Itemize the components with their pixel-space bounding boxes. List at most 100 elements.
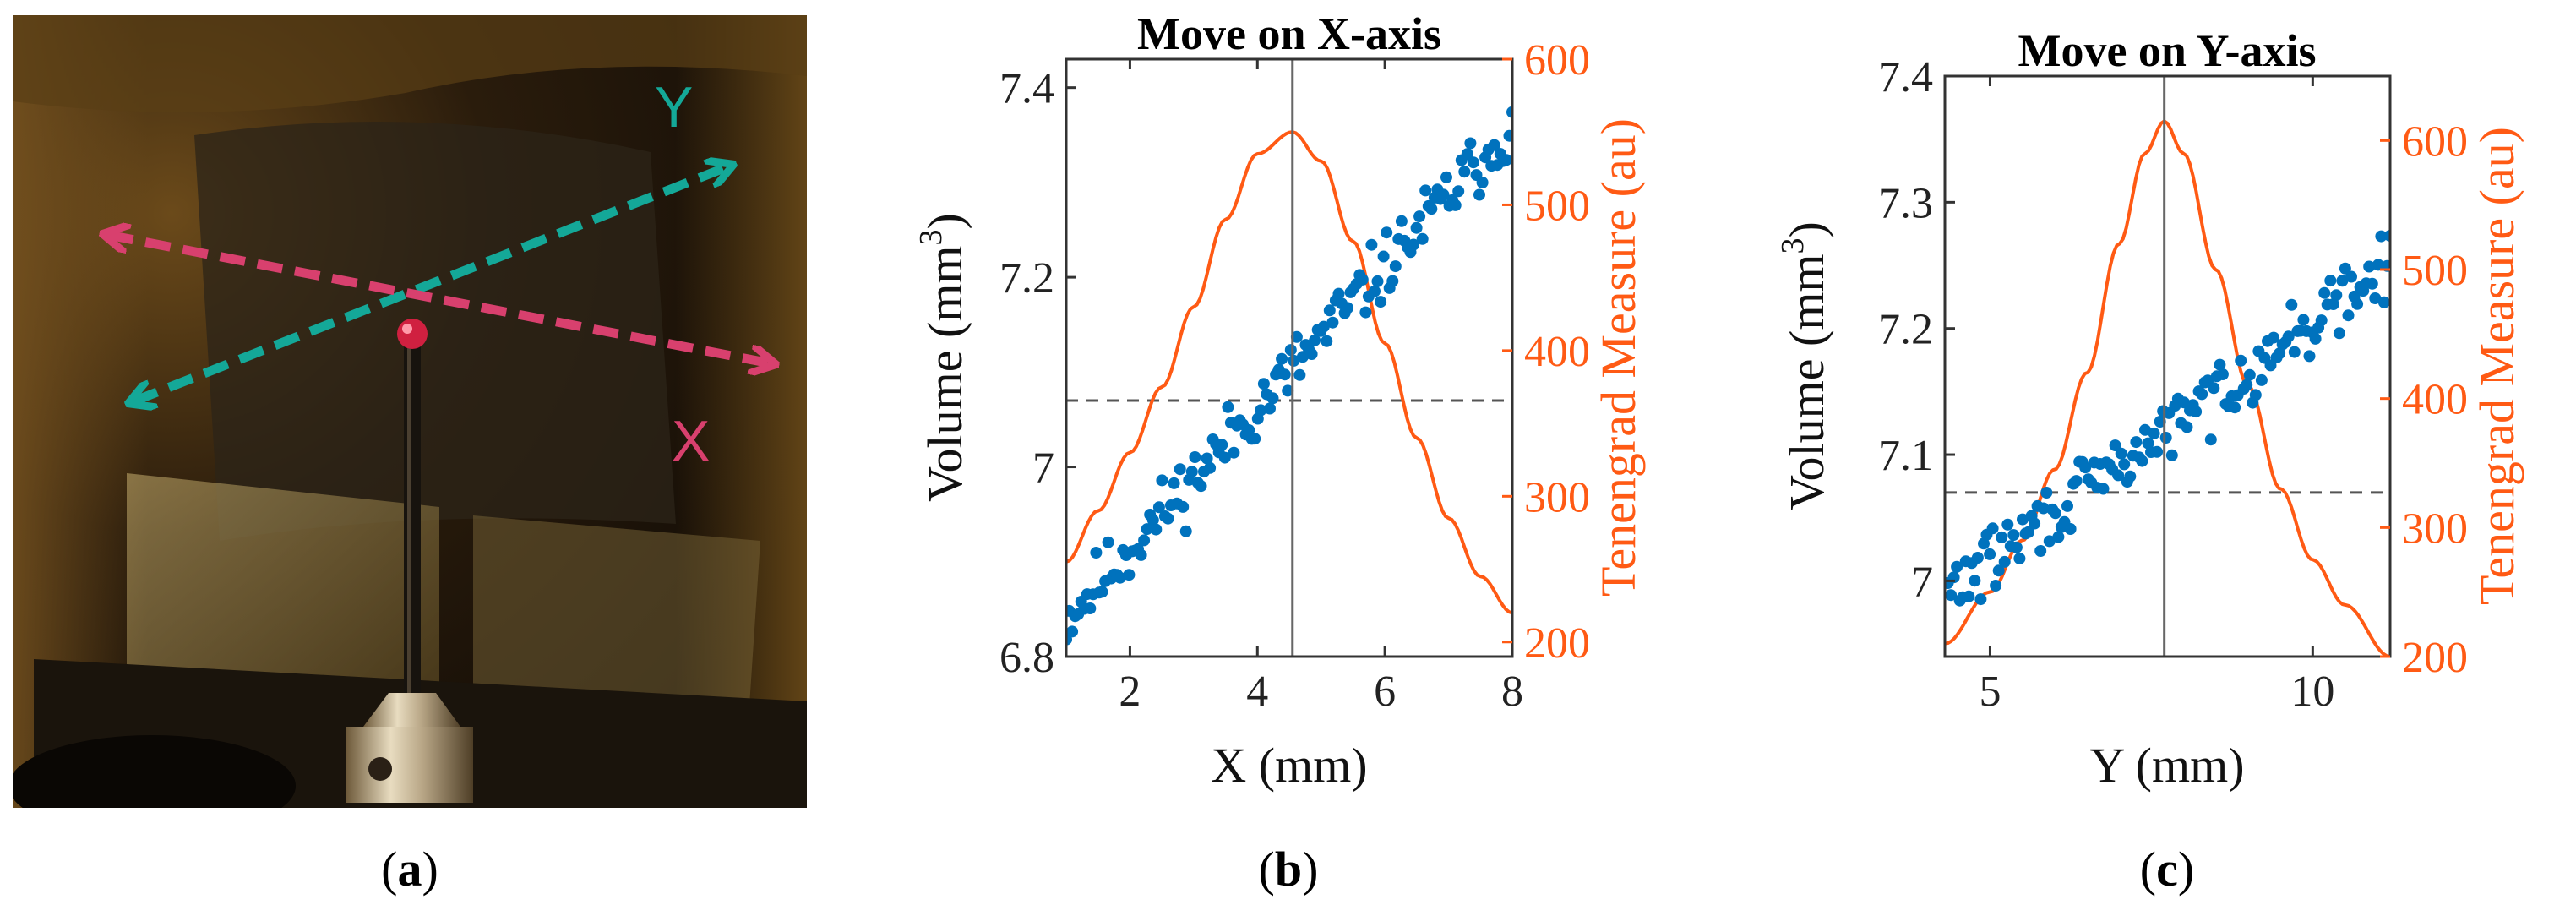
chart-b-volume-point	[1458, 166, 1471, 178]
chart-b-axes-box	[1065, 57, 1514, 658]
chart-c-volume-point	[2243, 368, 2256, 381]
chart-b-volume-point	[1222, 401, 1234, 413]
chart-b-volume-point	[1096, 586, 1108, 598]
chart-c-volume-point	[2040, 487, 2053, 499]
chart-b-volume-point	[1123, 569, 1136, 581]
chart-b-volume-point	[1084, 602, 1097, 614]
chart-b-ytick-label: 7	[1032, 444, 1054, 493]
chart-c-volume-point	[1984, 548, 1996, 560]
x-axis-arrow-label: X	[672, 409, 710, 473]
chart-c-volume-point	[2288, 346, 2301, 358]
chart-c-ytick-label: 7.3	[1878, 179, 1933, 227]
chart-c-volume-point	[2372, 259, 2384, 271]
chart-c-ytick-label: 7.1	[1878, 432, 1933, 480]
chart-c-volume-point	[2181, 421, 2193, 433]
chart-c-volume-point	[1969, 575, 1981, 587]
chart-b-volume-point	[1150, 523, 1163, 536]
chart-c-volume-point	[2151, 445, 2164, 458]
chart-c-volume-point	[2330, 289, 2343, 302]
chart-b-volume-point	[1146, 514, 1159, 526]
chart-c-volume-point	[2052, 531, 2065, 543]
chart-b-volume-point	[1185, 466, 1198, 478]
chart-c-volume-point	[2139, 423, 2151, 436]
chart-c-volume-point	[1986, 522, 1999, 535]
chart-c-ytick-label: 7.4	[1878, 53, 1933, 101]
chart-b-volume-point	[1284, 344, 1297, 357]
chart-c-y2tick-label: 400	[2402, 376, 2468, 424]
chart-c-volume-point	[2366, 277, 2378, 290]
chart-b-volume-point	[1437, 188, 1450, 201]
chart-b-volume-point	[1375, 296, 1387, 308]
chart-c-volume-point	[2115, 447, 2127, 460]
chart-b-volume-point	[1503, 129, 1512, 142]
chart-c-volume-point	[1971, 552, 1984, 564]
chart-b-volume-point	[1168, 477, 1180, 489]
chart-c-axes-box	[1943, 74, 2392, 658]
chart-c-volume-point	[2079, 461, 2092, 474]
chart-b-volume-point	[1162, 512, 1174, 525]
chart-b-volume-point	[1276, 352, 1288, 365]
chart-b-volume-point	[1408, 238, 1420, 251]
chart-b-volume-point	[1389, 260, 1402, 273]
chart-c-y2tick-label: 300	[2402, 504, 2468, 553]
chart-c-volume-point	[2043, 535, 2056, 548]
chart-b-ytick-label: 7.2	[999, 254, 1054, 303]
chart-c-volume-point	[1978, 537, 1990, 550]
chart-b-volume-point	[1189, 451, 1201, 463]
chart-c-volume-point	[2268, 331, 2280, 344]
chart-b-volume-point	[1365, 238, 1378, 251]
chart-b-volume-point	[1377, 250, 1390, 263]
chart-b-ytick-label: 7.4	[999, 65, 1054, 113]
chart-c-volume-point	[2007, 529, 2020, 542]
chart-c-volume-point	[2324, 275, 2337, 287]
y-axis-arrow-label: Y	[655, 75, 693, 139]
chart-c-volume-point	[1974, 593, 1987, 606]
chart-c-volume-point	[2274, 347, 2286, 360]
chart-c-ytick-label: 7.2	[1878, 306, 1933, 354]
chart-b-xtick-label: 6	[1374, 668, 1396, 716]
chart-c-volume-point	[2282, 330, 2295, 343]
chart-c-volume-point	[1945, 589, 1958, 602]
chart-b-volume-point	[1416, 232, 1429, 245]
chart-b-volume-point	[1102, 536, 1114, 548]
chart-b-volume-point	[1090, 547, 1103, 559]
chart-c-tenengrad-curve	[1945, 118, 2390, 657]
chart-c-volume-point	[2318, 286, 2331, 299]
chart-b-xlabel: X (mm)	[1211, 738, 1367, 793]
chart-b-volume-point	[1449, 199, 1462, 211]
chart-b-volume-point	[1195, 480, 1207, 493]
chart-b-tenengrad-curve	[1066, 130, 1512, 615]
chart-c-volume-point	[2013, 552, 2026, 564]
chart-b-volume-point	[1473, 188, 1485, 201]
chart-c-volume-point	[2336, 275, 2349, 287]
chart-c-y2tick-label: 500	[2402, 247, 2468, 295]
chart-b-volume-point	[1425, 203, 1438, 215]
chart-b-volume-point	[1332, 287, 1345, 300]
chart-b-y2tick-label: 200	[1524, 619, 1590, 668]
chart-c-volume-point	[2351, 297, 2364, 310]
chart-b-volume-point	[1135, 548, 1147, 561]
panel-a-label: (a)	[381, 842, 438, 897]
chart-b-y2tick-label: 500	[1524, 182, 1590, 230]
chart-c-volume-point	[2097, 483, 2110, 495]
chart-b-volume-point	[1467, 156, 1479, 169]
chart-b-volume-point	[1309, 334, 1321, 346]
chart-c-volume-point	[2315, 314, 2328, 327]
chart-b-volume-point	[1410, 221, 1423, 234]
chart-b-volume-point	[1356, 273, 1369, 286]
chart-c-volume-point	[1996, 531, 2008, 543]
chart-b-ytick-label: 6.8	[999, 634, 1054, 682]
chart-b-volume-point	[1381, 226, 1393, 239]
chart-b-volume-point	[1321, 335, 1333, 347]
chart-b-ylabel: Volume (mm3)	[913, 213, 972, 502]
chart-b-volume-point	[1419, 184, 1432, 197]
chart-c-volume-point	[2208, 382, 2220, 395]
chart-b-volume-point	[1461, 148, 1473, 161]
chart-c-volume-point	[2001, 518, 2014, 531]
chart-b-volume-point	[1323, 304, 1336, 317]
chart-c-volume-point	[2363, 260, 2376, 273]
chart-b-volume-point	[1500, 154, 1512, 166]
chart-c-volume-point	[2124, 470, 2137, 483]
chart-c-volume-point	[2023, 526, 2034, 538]
chart-c-volume-point	[2375, 230, 2388, 243]
